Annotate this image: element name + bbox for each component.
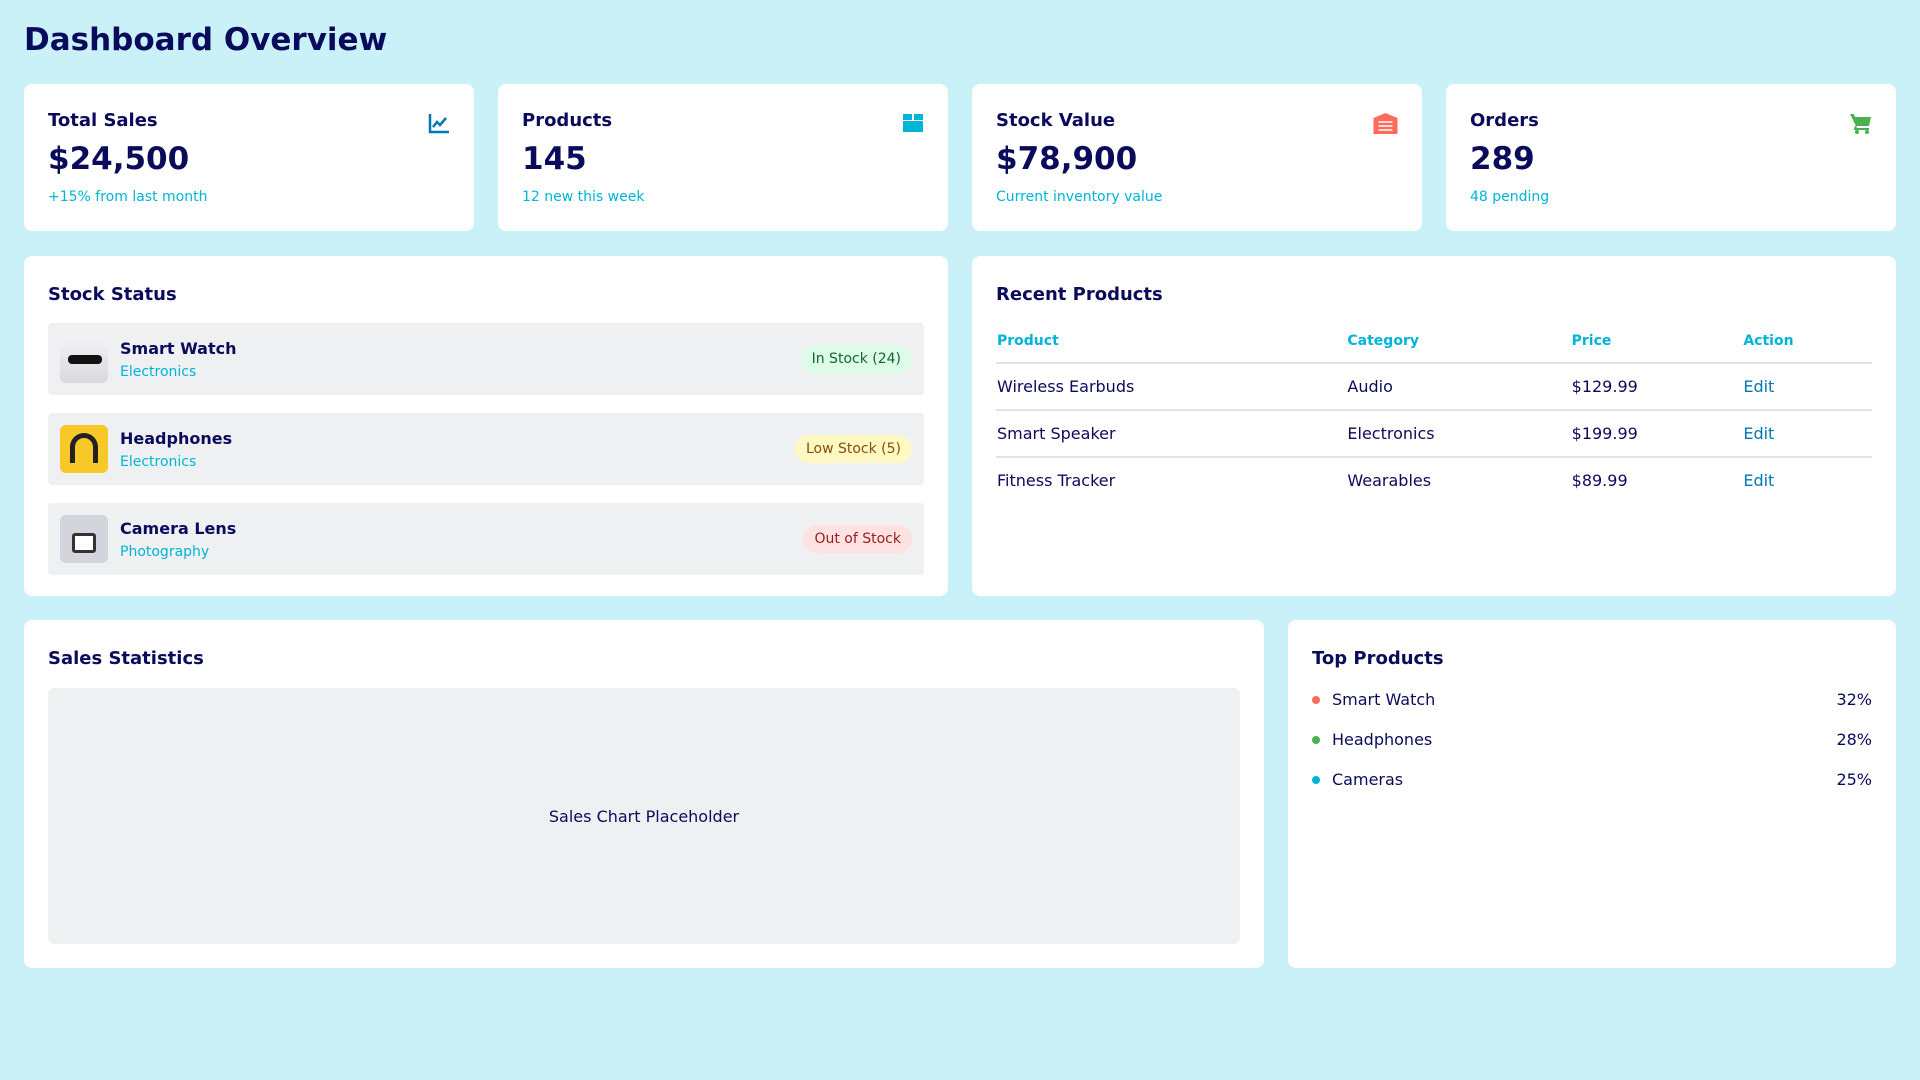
panel-title: Top Products — [1312, 648, 1444, 669]
table-row: Fitness Tracker Wearables $89.99 Edit — [996, 456, 1872, 503]
cell-category: Wearables — [1346, 456, 1571, 503]
top-product-name: Smart Watch — [1332, 690, 1436, 709]
top-product-percent: 28% — [1836, 730, 1872, 749]
stat-title: Products — [522, 110, 613, 131]
stat-sub: Current inventory value — [996, 189, 1163, 205]
recent-products-panel: Recent Products Product Category Price Acti… — [972, 256, 1896, 596]
product-category: Photography — [120, 543, 210, 560]
chart-line-icon — [428, 114, 449, 134]
column-header: Action — [1743, 333, 1794, 349]
stock-item[interactable]: Smart Watch Electronics In Stock (24) — [48, 323, 924, 395]
top-product-percent: 32% — [1836, 690, 1872, 709]
cell-price: $129.99 — [1570, 362, 1743, 410]
sales-chart-placeholder: Sales Chart Placeholder — [48, 688, 1240, 944]
cell-category: Audio — [1346, 362, 1571, 410]
stat-sub: 12 new this week — [522, 189, 645, 205]
top-product-percent: 25% — [1836, 770, 1872, 789]
edit-link[interactable]: Edit — [1742, 456, 1872, 503]
recent-products-table: Product Category Price Action Wireless Earb… — [996, 323, 1872, 503]
panel-title: Sales Statistics — [48, 648, 204, 669]
legend-dot-icon — [1312, 775, 1320, 784]
stat-title: Stock Value — [996, 110, 1116, 131]
panel-title: Recent Products — [996, 284, 1163, 305]
cell-product: Wireless Earbuds — [996, 362, 1347, 410]
page-title: Dashboard Overview — [24, 22, 388, 58]
warehouse-icon — [1373, 113, 1398, 134]
table-row: Smart Speaker Electronics $199.99 Edit — [996, 409, 1872, 457]
top-product-item: Headphones 28% — [1312, 730, 1872, 749]
edit-link[interactable]: Edit — [1742, 362, 1872, 410]
status-badge: Out of Stock — [803, 525, 912, 553]
cell-category: Electronics — [1346, 409, 1571, 457]
stat-title: Total Sales — [48, 110, 158, 131]
column-header: Price — [1571, 333, 1612, 349]
table-row: Wireless Earbuds Audio $129.99 Edit — [996, 362, 1872, 410]
edit-link[interactable]: Edit — [1742, 409, 1872, 457]
stat-value: $78,900 — [996, 141, 1138, 177]
stat-card-orders: Orders 289 48 pending — [1446, 84, 1896, 231]
top-product-item: Cameras 25% — [1312, 770, 1872, 789]
column-header: Category — [1347, 333, 1419, 349]
column-header: Product — [997, 333, 1059, 349]
cart-icon — [1850, 114, 1871, 134]
product-name: Smart Watch — [120, 338, 237, 358]
cell-price: $89.99 — [1570, 456, 1743, 503]
cell-product: Smart Speaker — [996, 409, 1347, 457]
product-name: Camera Lens — [120, 518, 237, 538]
stat-value: 145 — [522, 141, 587, 177]
product-thumbnail — [60, 425, 108, 473]
top-product-name: Cameras — [1332, 770, 1404, 789]
cell-price: $199.99 — [1570, 409, 1743, 457]
legend-dot-icon — [1312, 735, 1320, 744]
status-badge: Low Stock (5) — [794, 435, 912, 463]
stat-value: 289 — [1470, 141, 1535, 177]
panel-title: Stock Status — [48, 284, 177, 305]
product-thumbnail — [60, 515, 108, 563]
stat-value: $24,500 — [48, 141, 190, 177]
cell-product: Fitness Tracker — [996, 456, 1347, 503]
top-product-name: Headphones — [1332, 730, 1433, 749]
stock-item[interactable]: Headphones Electronics Low Stock (5) — [48, 413, 924, 485]
product-category: Electronics — [120, 363, 197, 380]
stat-card-stock-value: Stock Value $78,900 Current inventory va… — [972, 84, 1422, 231]
product-category: Electronics — [120, 453, 197, 470]
product-name: Headphones — [120, 428, 233, 448]
product-thumbnail — [60, 335, 108, 383]
stat-card-total-sales: Total Sales $24,500 +15% from last month — [24, 84, 474, 231]
status-badge: In Stock (24) — [800, 345, 912, 373]
stat-sub: +15% from last month — [48, 189, 208, 205]
stock-item[interactable]: Camera Lens Photography Out of Stock — [48, 503, 924, 575]
box-icon — [903, 114, 923, 132]
stock-status-panel: Stock Status Smart Watch Electronics In S… — [24, 256, 948, 596]
top-products-panel: Top Products Smart Watch 32% Headphones 28… — [1288, 620, 1896, 968]
stat-card-products: Products 145 12 new this week — [498, 84, 948, 231]
stat-title: Orders — [1470, 110, 1539, 131]
legend-dot-icon — [1312, 695, 1320, 704]
stat-sub: 48 pending — [1470, 189, 1550, 205]
sales-statistics-panel: Sales Statistics Sales Chart Placeholder — [24, 620, 1264, 968]
top-product-item: Smart Watch 32% — [1312, 690, 1872, 709]
